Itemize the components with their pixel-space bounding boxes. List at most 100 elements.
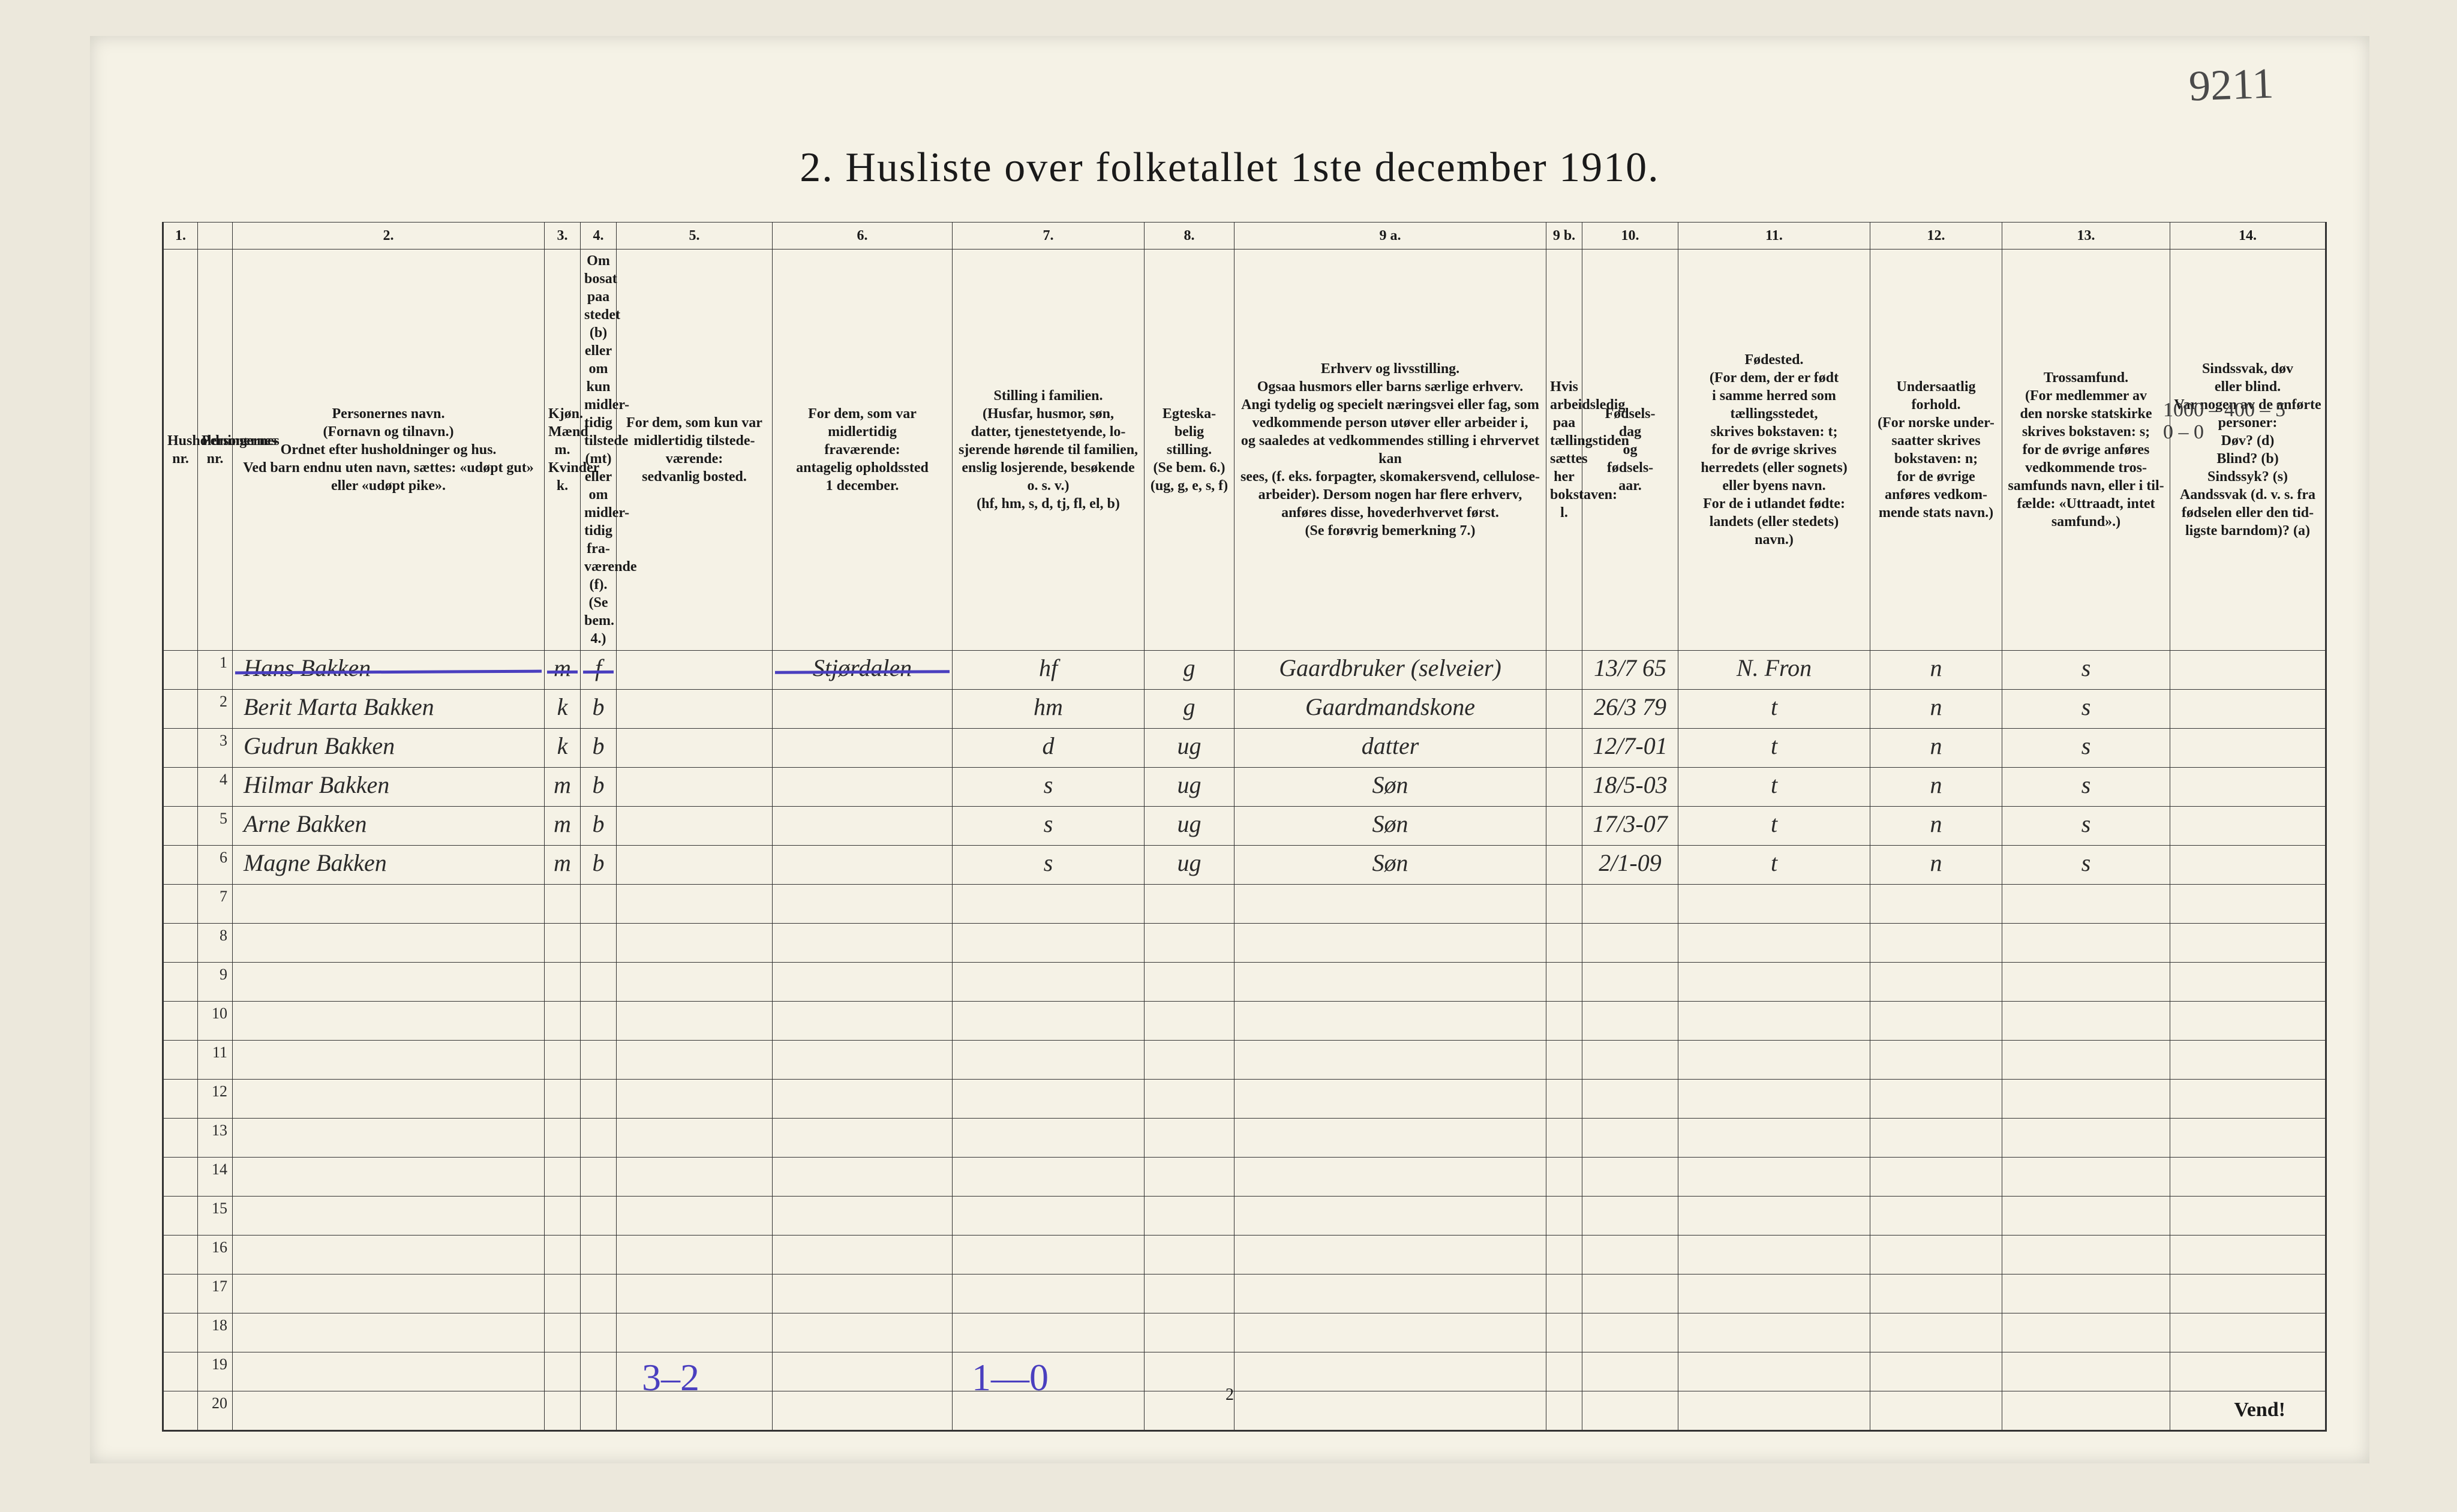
table-row: 15 bbox=[163, 1197, 2326, 1236]
cell bbox=[1546, 1236, 1582, 1274]
cell bbox=[1145, 885, 1234, 924]
cell: n bbox=[1870, 807, 2002, 846]
cell bbox=[1582, 1041, 1678, 1080]
cell bbox=[545, 1119, 581, 1158]
col-number: 10. bbox=[1582, 223, 1678, 250]
col-header: Trossamfund. (For medlemmer av den norsk… bbox=[2002, 250, 2170, 651]
cell bbox=[2002, 1080, 2170, 1119]
cell bbox=[773, 1119, 953, 1158]
cell: 17/3-07 bbox=[1582, 807, 1678, 846]
cell bbox=[2170, 1119, 2326, 1158]
table-row: 14 bbox=[163, 1158, 2326, 1197]
person-number: 5 bbox=[198, 807, 233, 846]
table-row: 5Arne BakkenmbsugSøn17/3-07tns bbox=[163, 807, 2326, 846]
cell bbox=[617, 846, 773, 885]
cell: k bbox=[545, 690, 581, 729]
cell bbox=[2170, 690, 2326, 729]
cell bbox=[1678, 1236, 1870, 1274]
cell bbox=[617, 1080, 773, 1119]
cell bbox=[233, 963, 545, 1002]
cell: t bbox=[1678, 768, 1870, 807]
cell bbox=[617, 690, 773, 729]
cell bbox=[233, 924, 545, 963]
table-row: 9 bbox=[163, 963, 2326, 1002]
table-row: 3Gudrun Bakkenkbdugdatter12/7-01tns bbox=[163, 729, 2326, 768]
cell: n bbox=[1870, 690, 2002, 729]
cell: m bbox=[545, 846, 581, 885]
cell bbox=[1234, 1041, 1546, 1080]
cell bbox=[163, 1274, 198, 1313]
table-row: 10 bbox=[163, 1002, 2326, 1041]
col-header: Om bosat paa stedet (b) eller om kun mid… bbox=[581, 250, 617, 651]
col-header: Stilling i familien. (Husfar, husmor, sø… bbox=[953, 250, 1145, 651]
cell: s bbox=[2002, 729, 2170, 768]
cell bbox=[1234, 1236, 1546, 1274]
cell bbox=[1546, 1041, 1582, 1080]
cell bbox=[163, 885, 198, 924]
cell bbox=[2170, 768, 2326, 807]
cell: Søn bbox=[1234, 846, 1546, 885]
cell: hf bbox=[953, 651, 1145, 690]
cell bbox=[953, 1197, 1145, 1236]
cell bbox=[1870, 885, 2002, 924]
cell bbox=[2002, 1274, 2170, 1313]
cell bbox=[953, 1080, 1145, 1119]
person-name: Arne Bakken bbox=[233, 807, 545, 846]
cell bbox=[545, 1236, 581, 1274]
cell bbox=[953, 1158, 1145, 1197]
person-name: Hans Bakken bbox=[233, 651, 545, 690]
cell: Søn bbox=[1234, 807, 1546, 846]
person-number: 12 bbox=[198, 1080, 233, 1119]
person-number: 2 bbox=[198, 690, 233, 729]
cell bbox=[2002, 924, 2170, 963]
col-header: Personernes nr. bbox=[198, 250, 233, 651]
cell: t bbox=[1678, 729, 1870, 768]
person-number: 13 bbox=[198, 1119, 233, 1158]
cell bbox=[1582, 885, 1678, 924]
cell bbox=[617, 1041, 773, 1080]
cell bbox=[1145, 1236, 1234, 1274]
cell bbox=[1234, 1197, 1546, 1236]
cell: d bbox=[953, 729, 1145, 768]
person-number: 10 bbox=[198, 1002, 233, 1041]
cell bbox=[2002, 885, 2170, 924]
cell bbox=[1546, 690, 1582, 729]
cell bbox=[545, 963, 581, 1002]
person-number: 1 bbox=[198, 651, 233, 690]
person-number: 9 bbox=[198, 963, 233, 1002]
cell: 13/7 65 bbox=[1582, 651, 1678, 690]
cell bbox=[2170, 885, 2326, 924]
cell bbox=[1546, 846, 1582, 885]
cell bbox=[581, 1041, 617, 1080]
cell: n bbox=[1870, 768, 2002, 807]
footer-printed-page: 2 bbox=[90, 1385, 2369, 1405]
col-number: 1. bbox=[163, 223, 198, 250]
cell bbox=[1145, 1158, 1234, 1197]
cell bbox=[1234, 1080, 1546, 1119]
person-number: 6 bbox=[198, 846, 233, 885]
cell bbox=[1145, 924, 1234, 963]
cell bbox=[1145, 1274, 1234, 1313]
cell bbox=[581, 1313, 617, 1352]
table-row: 11 bbox=[163, 1041, 2326, 1080]
cell bbox=[773, 963, 953, 1002]
cell bbox=[1870, 924, 2002, 963]
cell: ug bbox=[1145, 729, 1234, 768]
cell: Søn bbox=[1234, 768, 1546, 807]
cell: 26/3 79 bbox=[1582, 690, 1678, 729]
cell bbox=[163, 1002, 198, 1041]
cell bbox=[1234, 1313, 1546, 1352]
cell: s bbox=[2002, 651, 2170, 690]
cell bbox=[1870, 1274, 2002, 1313]
table-row: 13 bbox=[163, 1119, 2326, 1158]
cell: m bbox=[545, 768, 581, 807]
person-number: 11 bbox=[198, 1041, 233, 1080]
cell: s bbox=[2002, 690, 2170, 729]
person-name: Hilmar Bakken bbox=[233, 768, 545, 807]
cell bbox=[617, 963, 773, 1002]
census-body: 1Hans BakkenmfStjørdalenhfgGaardbruker (… bbox=[163, 651, 2326, 1431]
cell bbox=[1145, 1197, 1234, 1236]
cell: ug bbox=[1145, 846, 1234, 885]
table-row: 17 bbox=[163, 1274, 2326, 1313]
person-number: 15 bbox=[198, 1197, 233, 1236]
